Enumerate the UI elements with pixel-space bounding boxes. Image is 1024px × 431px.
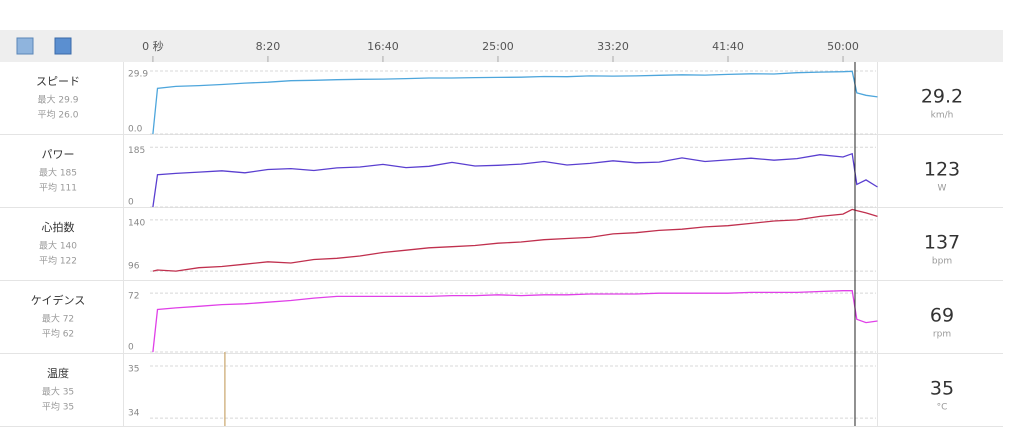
- metric-title: 温度: [47, 367, 69, 380]
- metric-title: スピード: [36, 75, 80, 88]
- current-value: 123: [924, 159, 960, 181]
- current-unit: °C: [937, 403, 948, 413]
- metric-stat: 平均 62: [42, 328, 74, 340]
- current-value: 29.2: [921, 86, 963, 108]
- metric-line: [152, 70, 878, 135]
- metric-stat: 最大 185: [39, 167, 77, 179]
- y-tick-label: 29.9: [128, 70, 148, 80]
- metric-title: パワー: [42, 148, 75, 161]
- x-tick-label: 41:40: [712, 40, 744, 53]
- y-tick-label: 0: [128, 343, 134, 353]
- metric-stat: 最大 35: [42, 386, 74, 398]
- current-value: 35: [930, 378, 954, 400]
- y-tick-label: 96: [128, 262, 140, 272]
- metric-stat: 平均 26.0: [38, 109, 79, 121]
- metric-stat: 平均 111: [39, 182, 77, 194]
- current-unit: km/h: [931, 111, 954, 121]
- current-unit: rpm: [933, 330, 951, 340]
- help-icon[interactable]: [54, 37, 72, 55]
- y-tick-label: 35: [128, 365, 139, 375]
- x-tick-label: 0 秒: [142, 39, 164, 53]
- y-tick-label: 185: [128, 146, 145, 156]
- metric-stat: 最大 29.9: [38, 94, 79, 106]
- y-tick-label: 34: [128, 409, 140, 419]
- y-tick-label: 0: [128, 198, 134, 208]
- metric-line: [152, 152, 878, 208]
- y-tick-label: 140: [128, 218, 145, 228]
- metric-stat: 平均 122: [39, 255, 77, 267]
- current-value: 137: [924, 232, 960, 254]
- current-value: 69: [930, 305, 954, 327]
- metric-stat: 最大 72: [42, 313, 74, 325]
- metric-title: ケイデンス: [31, 293, 86, 307]
- toolbar: [0, 30, 1003, 62]
- x-tick-label: 8:20: [256, 40, 281, 53]
- metric-title: 心拍数: [42, 220, 75, 234]
- metric-stat: 最大 140: [39, 240, 77, 252]
- current-unit: W: [938, 184, 947, 194]
- x-tick-label: 33:20: [597, 40, 629, 53]
- y-tick-label: 0.0: [128, 125, 143, 135]
- value-column: [878, 62, 1003, 428]
- x-tick-label: 16:40: [367, 40, 399, 53]
- current-unit: bpm: [932, 257, 952, 267]
- x-tick-label: 50:00: [827, 40, 859, 53]
- metric-line: [152, 208, 878, 272]
- help-icon[interactable]: [16, 37, 34, 55]
- metric-line: [152, 290, 878, 353]
- x-tick-label: 25:00: [482, 40, 514, 53]
- metric-stat: 平均 35: [42, 401, 74, 413]
- y-tick-label: 72: [128, 292, 139, 302]
